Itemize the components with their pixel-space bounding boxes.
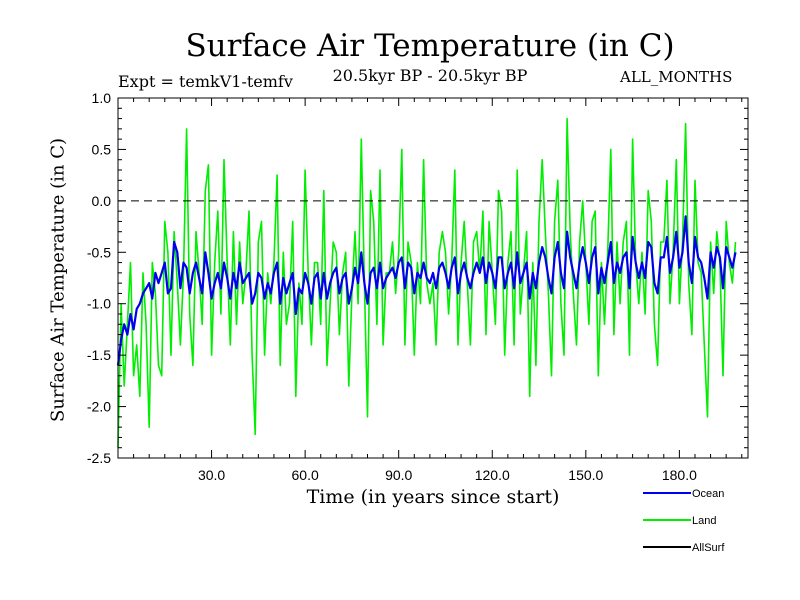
x-tick-label: 150.0 (568, 467, 603, 483)
chart-title: Surface Air Temperature (in C) (185, 28, 675, 64)
x-tick-label: 180.0 (662, 467, 697, 483)
y-tick-label: -2.5 (87, 450, 111, 466)
y-tick-label: 1.0 (92, 90, 112, 106)
y-tick-label: -1.5 (87, 347, 111, 363)
x-tick-label: 60.0 (292, 467, 319, 483)
months-label: ALL_MONTHS (620, 68, 733, 86)
y-tick-label: -2.0 (87, 399, 111, 415)
period-label: 20.5kyr BP - 20.5kyr BP (332, 66, 528, 85)
x-tick-label: 30.0 (198, 467, 225, 483)
series-line-ocean (116, 215, 737, 366)
axis-layer: 30.0 60.0 90.0 120.0 150.0 180.0 1.0 0.5 0.0 -0.5… (87, 90, 749, 483)
series-line-land (117, 117, 737, 448)
experiment-label: Expt = temkV1-temfv (118, 72, 293, 91)
legend-label-land: Land (692, 515, 716, 527)
legend-label-ocean: Ocean (692, 488, 724, 500)
x-tick-label: 120.0 (475, 467, 510, 483)
y-tick-label: 0.0 (92, 193, 112, 209)
x-tick-label: 90.0 (385, 467, 412, 483)
legend-label-allsurf: AllSurf (692, 542, 725, 554)
y-tick-label: -0.5 (87, 244, 111, 260)
x-axis-label: Time (in years since start) (306, 486, 560, 508)
y-tick-label: 0.5 (92, 141, 112, 157)
legend: Ocean Land AllSurf (643, 488, 725, 554)
plot-layer (116, 117, 737, 448)
y-tick-label: -1.0 (87, 296, 111, 312)
plot-frame (117, 97, 749, 459)
